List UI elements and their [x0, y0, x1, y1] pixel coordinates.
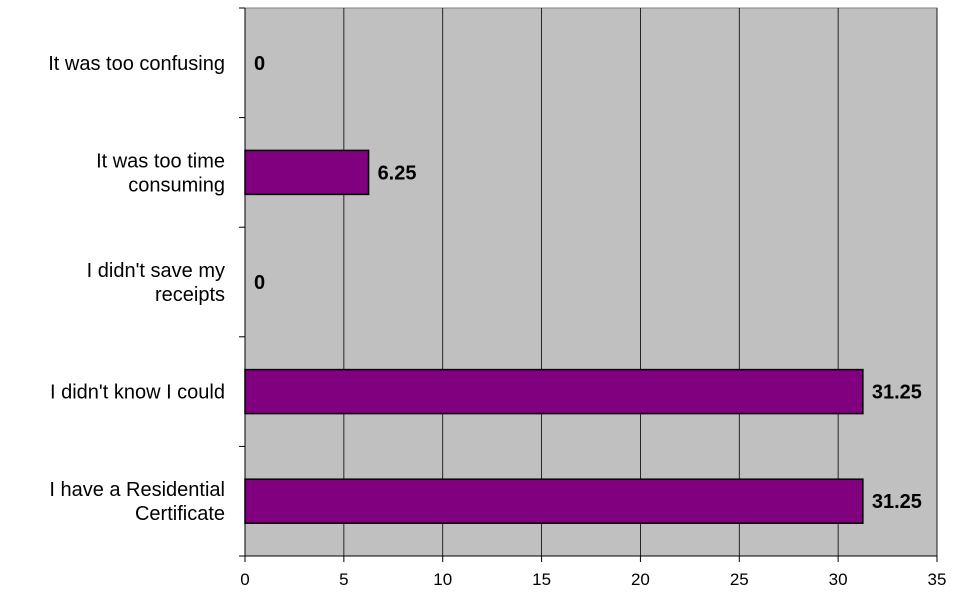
data-label: 0 — [254, 53, 265, 75]
data-label: 6.25 — [378, 162, 417, 184]
data-label: 31.25 — [872, 382, 922, 404]
x-tick-label: 10 — [433, 570, 452, 589]
x-tick-label: 20 — [631, 570, 650, 589]
data-label: 0 — [254, 272, 265, 294]
x-tick-label: 35 — [928, 570, 947, 589]
category-axis — [239, 7, 246, 562]
category-label-line: I have a Residential — [49, 479, 225, 501]
x-tick-label: 15 — [532, 570, 551, 589]
category-label: It was too time consuming — [96, 150, 225, 196]
x-tick-label: 30 — [829, 570, 848, 589]
bar — [244, 149, 370, 196]
category-label: I didn't know I could — [50, 382, 225, 404]
category-label-line: I didn't save my — [87, 260, 225, 282]
bar — [244, 478, 864, 524]
x-tick-label: 5 — [339, 570, 348, 589]
category-label: It was too confusing — [48, 53, 225, 75]
category-label-line: Certificate — [135, 503, 225, 525]
data-labels: 0 6.25 0 31.25 31.25 — [254, 53, 922, 513]
bar — [244, 368, 864, 415]
x-tick-label: 25 — [730, 570, 749, 589]
category-label: I have a Residential Certificate — [49, 479, 225, 525]
value-axis: 0 5 10 15 20 25 30 35 — [240, 555, 947, 589]
category-label-line: It was too time — [96, 150, 225, 172]
data-label: 31.25 — [872, 491, 922, 513]
gridlines — [343, 8, 938, 556]
category-label-line: receipts — [155, 284, 225, 306]
x-tick-label: 0 — [240, 570, 249, 589]
category-label: I didn't save my receipts — [87, 260, 225, 306]
bar-series — [244, 149, 864, 524]
plot-area — [244, 7, 938, 557]
category-label-line: It was too confusing — [48, 53, 225, 75]
category-label-line: I didn't know I could — [50, 382, 225, 404]
category-labels: It was too confusing It was too time consu… — [48, 53, 225, 525]
category-label-line: consuming — [128, 174, 225, 196]
